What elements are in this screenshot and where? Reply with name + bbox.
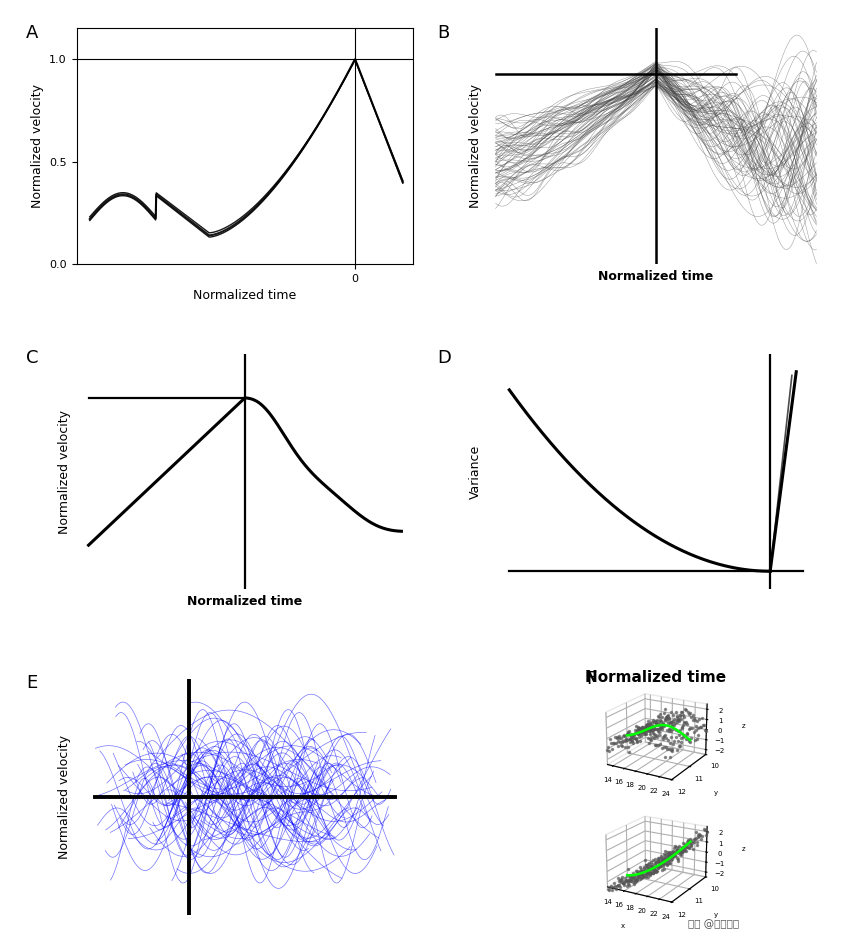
- Y-axis label: Normalized velocity: Normalized velocity: [469, 84, 482, 208]
- Y-axis label: y: y: [714, 912, 717, 918]
- Text: D: D: [437, 349, 451, 367]
- Y-axis label: Normalized velocity: Normalized velocity: [31, 84, 43, 208]
- X-axis label: x: x: [620, 801, 625, 807]
- Text: E: E: [26, 674, 37, 692]
- X-axis label: x: x: [620, 923, 625, 930]
- Y-axis label: Variance: Variance: [469, 444, 482, 499]
- X-axis label: Normalized time: Normalized time: [187, 595, 303, 608]
- Text: F: F: [586, 670, 596, 687]
- Text: B: B: [437, 24, 450, 41]
- Y-axis label: Normalized velocity: Normalized velocity: [58, 735, 71, 859]
- Y-axis label: y: y: [714, 790, 717, 796]
- Text: C: C: [26, 349, 38, 367]
- X-axis label: Normalized time: Normalized time: [598, 270, 714, 283]
- Y-axis label: Normalized velocity: Normalized velocity: [58, 409, 71, 534]
- Title: Normalized time: Normalized time: [586, 670, 727, 685]
- Text: A: A: [26, 24, 38, 41]
- X-axis label: Normalized time: Normalized time: [193, 290, 297, 303]
- Text: 头条 @天文在线: 头条 @天文在线: [688, 918, 740, 929]
